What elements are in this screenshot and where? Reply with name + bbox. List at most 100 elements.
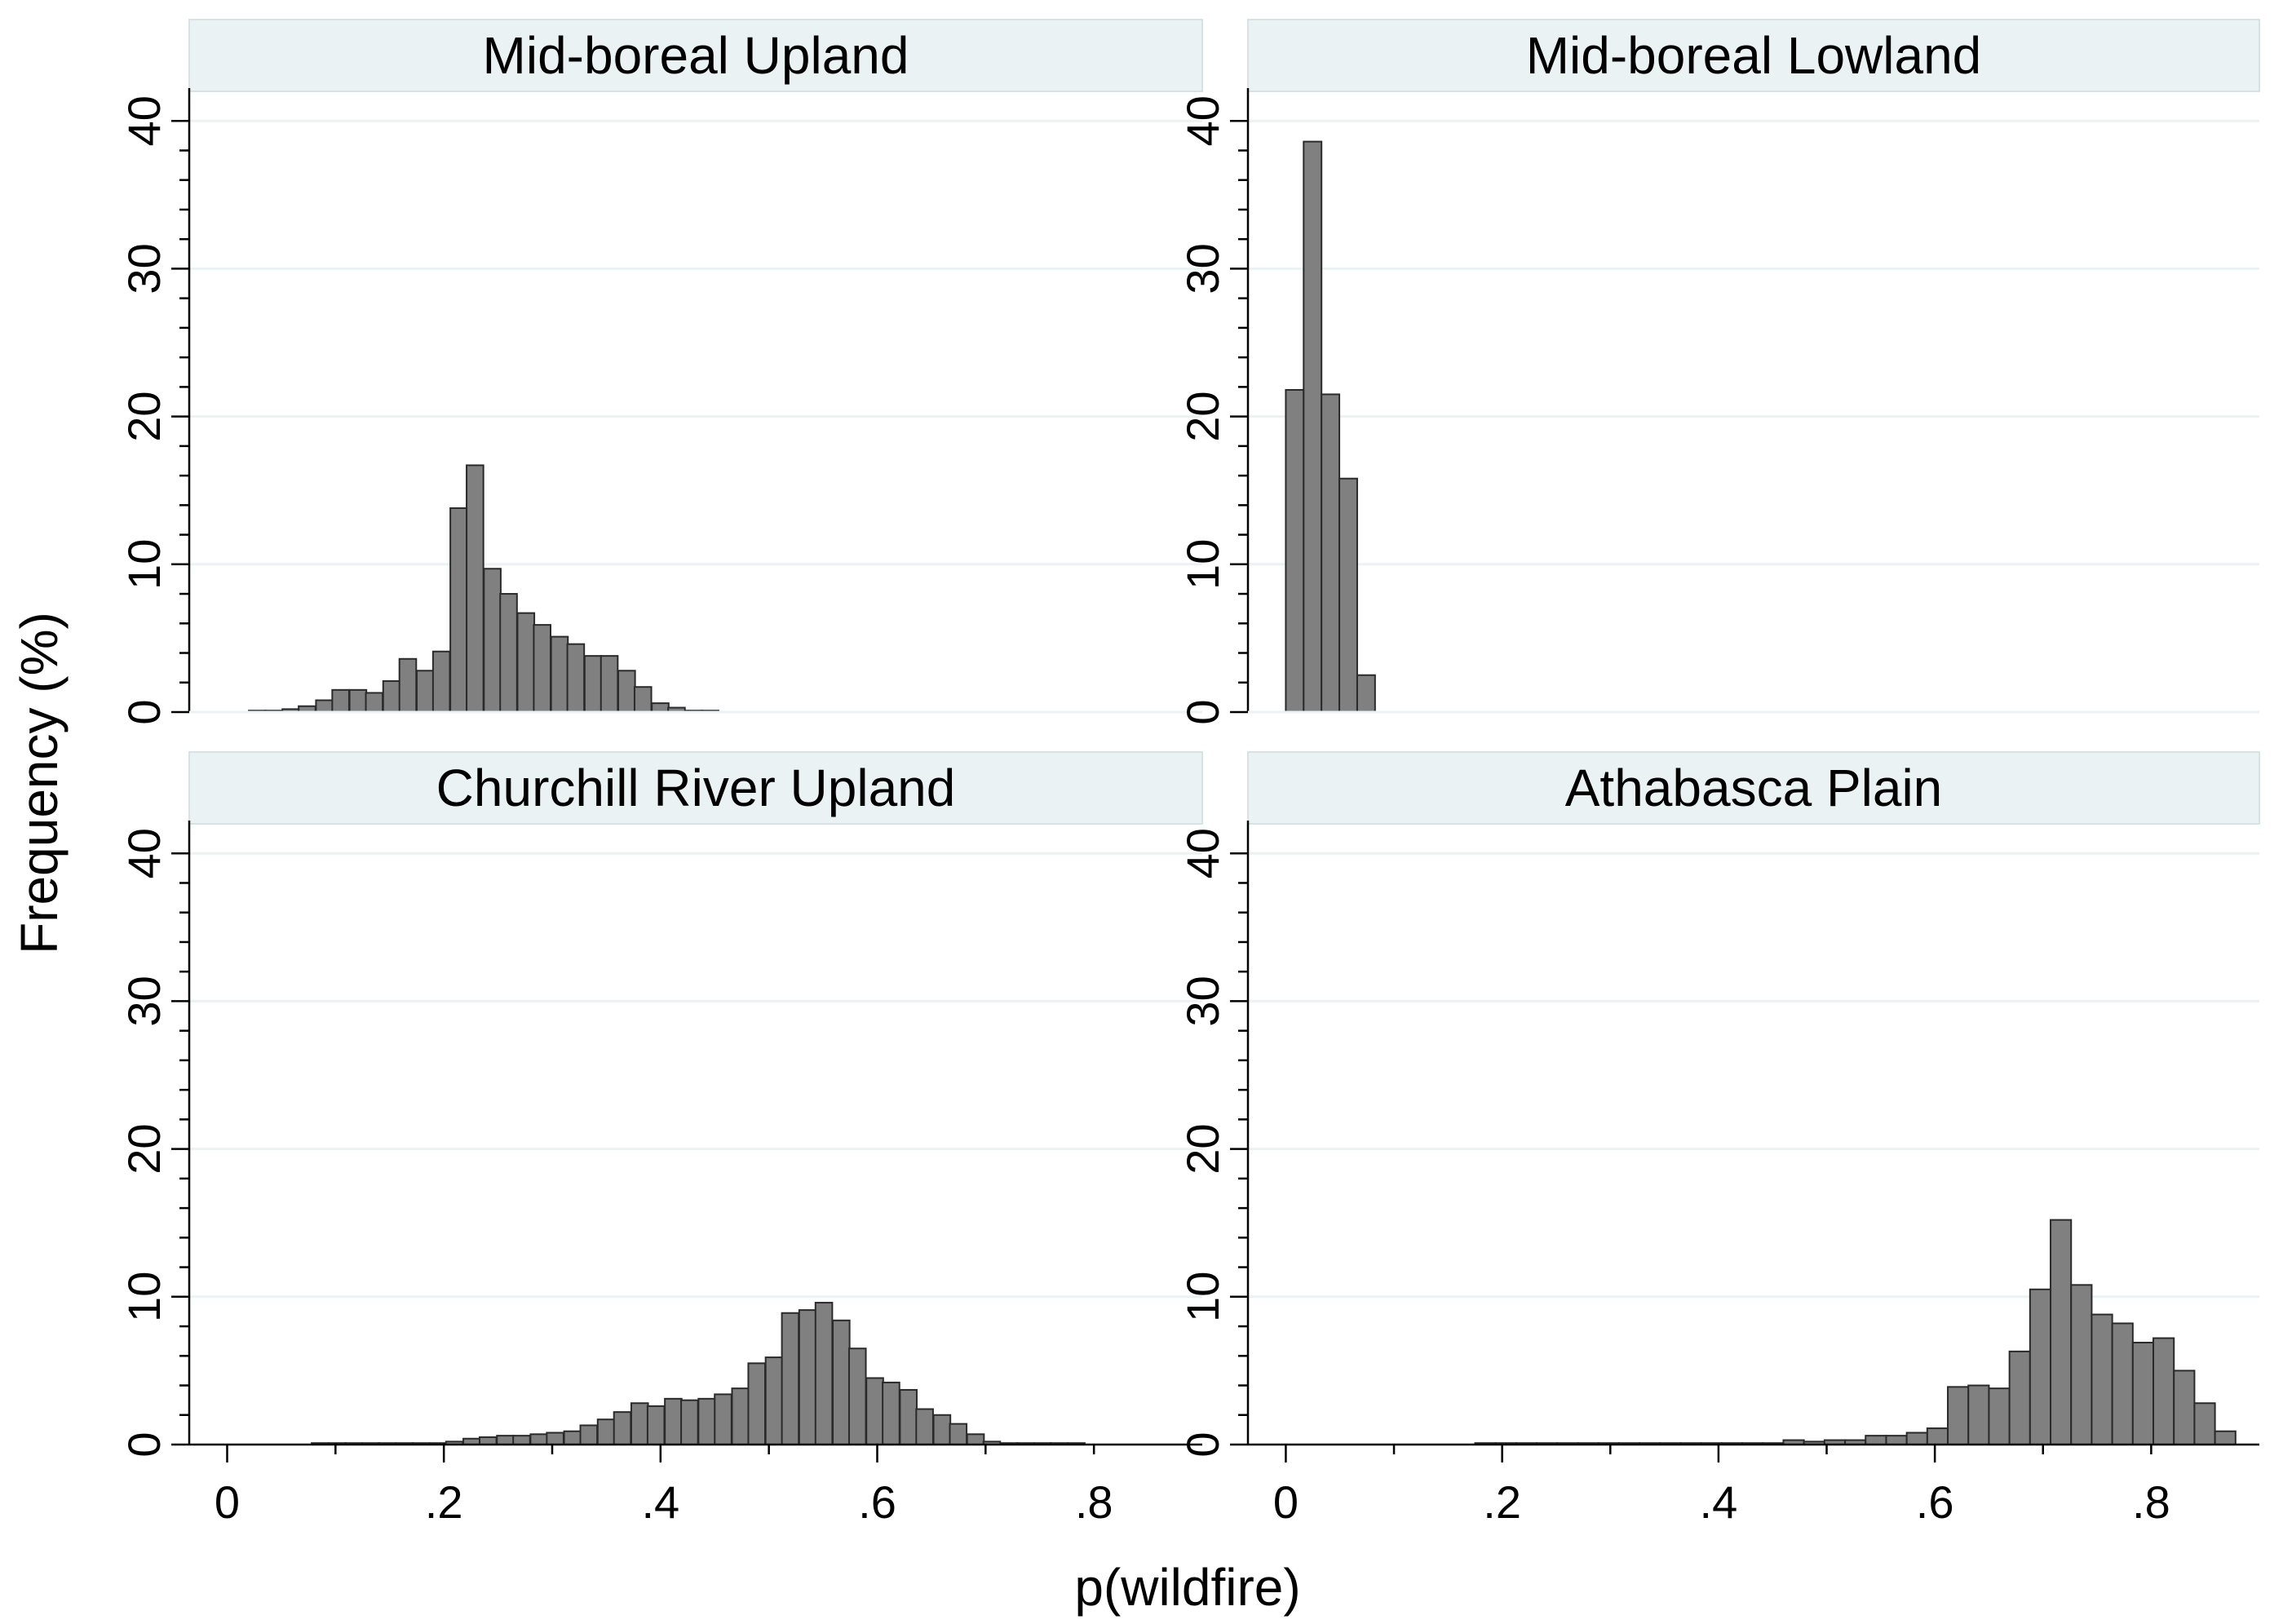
histogram-bar	[630, 1402, 649, 1446]
y-tick-label: 20	[118, 391, 170, 441]
x-tick-label: .8	[2132, 1476, 2170, 1528]
histogram-bar	[2152, 1337, 2175, 1445]
panel-title: Churchill River Upland	[436, 759, 956, 817]
y-tick-label: 40	[118, 828, 170, 878]
histogram-bar	[583, 655, 603, 714]
histogram-bar	[365, 692, 384, 714]
histogram-bar	[1321, 393, 1341, 713]
histogram-bar	[1926, 1427, 1949, 1446]
histogram-bar	[550, 635, 569, 713]
histogram-bar	[478, 1436, 498, 1445]
histogram-bar	[633, 686, 653, 714]
x-tick-label: .2	[425, 1476, 463, 1528]
histogram-bar	[798, 1309, 817, 1446]
histogram-bar	[1967, 1384, 1990, 1445]
facet-panel: Mid-boreal Upland 0 10 20 30 40	[118, 19, 1203, 725]
histogram-bar	[1338, 477, 1358, 713]
x-tick-label: .8	[1075, 1476, 1113, 1528]
y-tick-label: 40	[1177, 828, 1228, 878]
y-axis-title: Frequency (%)	[10, 612, 69, 954]
facet-panel: Churchill River Upland 0 10 20 30 40 0 .2 .4 .6 .8	[118, 751, 1203, 1528]
panel-title: Mid-boreal Lowland	[1526, 26, 1982, 85]
histogram-bar	[382, 679, 401, 714]
histogram-bar	[617, 670, 636, 713]
x-tick-label: 0	[1273, 1476, 1299, 1528]
histogram-bar	[2214, 1430, 2237, 1446]
histogram-bar	[2131, 1341, 2155, 1445]
histogram-bar	[832, 1319, 851, 1446]
histogram-bar	[415, 670, 435, 713]
histogram-bar	[398, 657, 418, 713]
panel-title: Athabasca Plain	[1565, 759, 1943, 817]
y-tick-label: 10	[118, 1272, 170, 1322]
histogram-bar	[2091, 1313, 2113, 1445]
panel-strip	[1247, 19, 2260, 92]
histogram-bar	[932, 1414, 952, 1446]
histogram-bar	[331, 688, 350, 713]
histogram-bar	[613, 1411, 632, 1445]
histogram-bar	[915, 1408, 934, 1445]
histogram-bar	[2029, 1288, 2052, 1445]
histogram-bar	[1285, 389, 1305, 713]
histogram-bar	[1303, 140, 1323, 714]
histogram-bar	[2193, 1402, 2216, 1446]
histogram-bar	[431, 650, 451, 714]
histogram-bar	[651, 702, 670, 714]
histogram-bar	[1905, 1432, 1928, 1445]
histogram-bar	[600, 655, 619, 714]
histogram-bar	[697, 1397, 716, 1445]
histogram-bar	[499, 593, 518, 713]
histogram-bar	[847, 1347, 867, 1446]
y-tick-label: 0	[118, 1432, 170, 1457]
histogram-bar	[449, 507, 468, 714]
y-tick-label: 20	[1177, 391, 1228, 441]
histogram-bar	[2070, 1284, 2093, 1446]
histogram-bar	[2008, 1350, 2031, 1445]
histogram-bar	[529, 1433, 549, 1445]
y-tick-label: 10	[1177, 1272, 1228, 1322]
histogram-bar	[546, 1432, 564, 1445]
histogram-bar	[1988, 1387, 2011, 1445]
y-tick-label: 0	[1177, 1432, 1228, 1457]
y-tick-label: 30	[1177, 243, 1228, 294]
histogram-bar	[1865, 1435, 1887, 1445]
histogram-bar	[579, 1424, 599, 1445]
x-tick-label: .4	[641, 1476, 679, 1528]
y-tick-label: 10	[1177, 539, 1228, 590]
facet-panel: Athabasca Plain 0 10 20 30 40 0 .2 .4 .6 .8	[1177, 751, 2260, 1528]
histogram-bar	[882, 1381, 900, 1446]
histogram-bar	[781, 1312, 800, 1445]
facet-panel: Mid-boreal Lowland 0 10 20 30 40	[1177, 19, 2260, 725]
histogram-bar	[1885, 1435, 1908, 1445]
histogram-bar	[646, 1405, 666, 1446]
x-tick-label: .6	[858, 1476, 896, 1528]
y-tick-label: 0	[118, 699, 170, 724]
histogram-bar	[596, 1418, 616, 1446]
histogram-bar	[2173, 1370, 2196, 1446]
panel-strip	[188, 19, 1203, 92]
x-tick-label: 0	[215, 1476, 240, 1528]
panel-strip	[1247, 751, 2260, 825]
histogram-bar	[533, 624, 552, 713]
histogram-bar	[747, 1362, 767, 1445]
y-tick-label: 20	[118, 1123, 170, 1174]
histogram-bar	[899, 1388, 918, 1445]
histogram-bar	[566, 643, 586, 714]
histogram-bar	[731, 1387, 750, 1445]
panel-title: Mid-boreal Upland	[483, 26, 909, 85]
histogram-bar	[466, 464, 484, 714]
x-tick-label: .2	[1483, 1476, 1521, 1528]
histogram-bar	[516, 612, 536, 713]
histogram-bar	[949, 1423, 968, 1445]
histogram-bar	[865, 1377, 884, 1445]
histogram-bar	[483, 568, 502, 713]
histogram-bar	[2111, 1322, 2134, 1446]
histogram-bar	[512, 1435, 531, 1445]
histogram-bar	[2050, 1219, 2073, 1445]
histogram-bar	[496, 1435, 515, 1445]
x-tick-label: .4	[1700, 1476, 1738, 1528]
histogram-bar	[814, 1302, 834, 1445]
histogram-bar	[664, 1397, 683, 1445]
histogram-bar	[680, 1399, 699, 1445]
